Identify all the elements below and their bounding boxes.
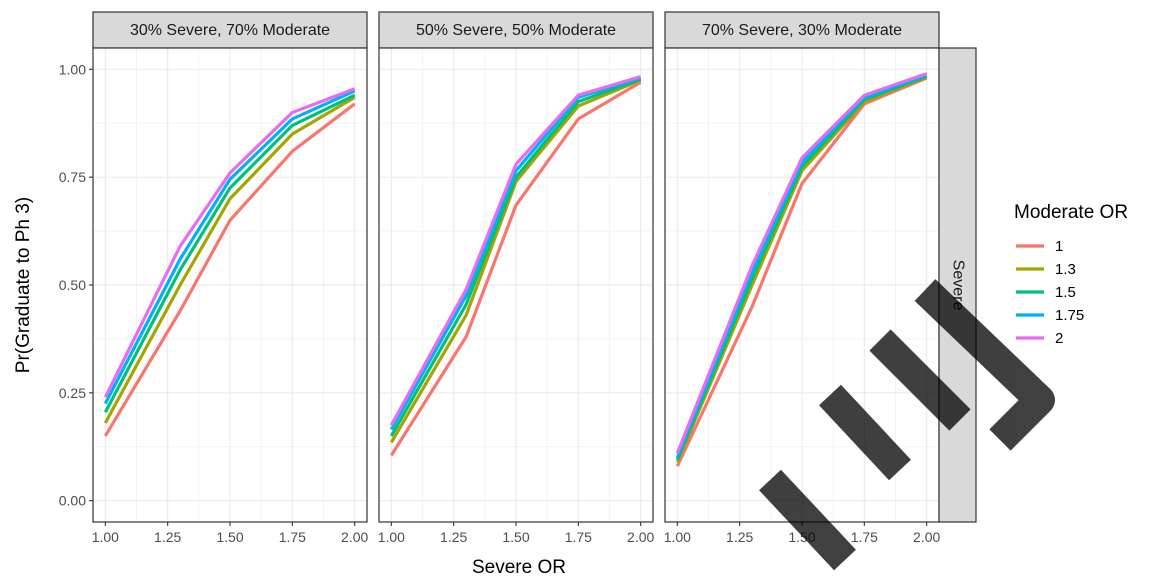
series-line-2 <box>389 75 642 426</box>
y-tick-label: 0.50 <box>59 277 86 293</box>
y-tick-label: 0.00 <box>59 493 86 509</box>
x-tick-label: 1.00 <box>664 529 691 545</box>
x-tick-label: 1.00 <box>378 529 405 545</box>
series-line-1_5 <box>103 93 356 413</box>
x-tick-label: 2.00 <box>913 529 940 545</box>
series-line-2 <box>675 72 928 454</box>
facet-strip-label: 50% Severe, 50% Moderate <box>416 22 616 39</box>
y-tick-label: 0.25 <box>59 385 86 401</box>
legend-label-2: 2 <box>1055 330 1063 347</box>
legend-label-1_3: 1.3 <box>1055 261 1076 278</box>
series-line-1_75 <box>675 73 928 459</box>
legend-label-1_75: 1.75 <box>1055 307 1084 324</box>
series-line-1_5 <box>675 74 928 461</box>
x-tick-label: 1.75 <box>279 529 306 545</box>
watermark-stroke <box>869 329 971 431</box>
series-line-1 <box>103 102 356 437</box>
legend-title: Moderate OR <box>1014 202 1128 223</box>
facet-strip-label: 70% Severe, 30% Moderate <box>702 22 902 39</box>
panel-2: 50% Severe, 50% Moderate 1.00 1.25 1.50 1.75… <box>378 11 655 545</box>
series-line-1_5 <box>389 77 642 437</box>
x-tick-label: 2.00 <box>627 529 654 545</box>
x-tick-label: 1.25 <box>726 529 753 545</box>
panel-1: 30% Severe, 70% Moderate 1.00 1.25 1.50 1.75… <box>59 11 369 545</box>
x-tick-label: 1.00 <box>92 529 119 545</box>
facet-strip-label: 30% Severe, 70% Moderate <box>130 22 330 39</box>
y-tick-label: 0.75 <box>59 169 86 185</box>
series-line-1_3 <box>675 75 928 463</box>
watermark-stroke <box>819 384 911 481</box>
series-line-1_3 <box>103 95 356 424</box>
series-line-1 <box>389 80 642 457</box>
row-strip: Severe <box>938 47 977 523</box>
x-tick-label: 1.75 <box>851 529 878 545</box>
series-line-1 <box>675 76 928 467</box>
facet-strip-background <box>92 11 368 49</box>
x-tick-label: 1.25 <box>154 529 181 545</box>
legend-label-1: 1 <box>1055 238 1063 255</box>
legend: Moderate OR 1 1.3 1.5 1.75 2 <box>1014 202 1128 347</box>
y-tick-label: 1.00 <box>59 61 86 77</box>
facet-strip-background <box>664 11 940 49</box>
x-tick-label: 1.50 <box>216 529 243 545</box>
x-tick-label: 2.00 <box>341 529 368 545</box>
series-line-1_75 <box>103 89 356 405</box>
x-tick-label: 1.50 <box>502 529 529 545</box>
legend-label-1_5: 1.5 <box>1055 284 1076 301</box>
x-tick-label: 1.75 <box>565 529 592 545</box>
panels-layer: 30% Severe, 70% Moderate 1.00 1.25 1.50 1.75… <box>59 11 941 545</box>
series-line-1_75 <box>389 76 642 431</box>
watermark-stamp <box>759 279 1055 571</box>
series-line-2 <box>103 87 356 398</box>
y-axis-title: Pr(Graduate to Ph 3) <box>13 197 34 373</box>
x-tick-label: 1.25 <box>440 529 467 545</box>
watermark-stroke <box>759 469 856 571</box>
watermark-stroke <box>914 279 1055 451</box>
x-axis-title: Severe OR <box>472 557 566 578</box>
row-strip-background <box>938 47 977 523</box>
